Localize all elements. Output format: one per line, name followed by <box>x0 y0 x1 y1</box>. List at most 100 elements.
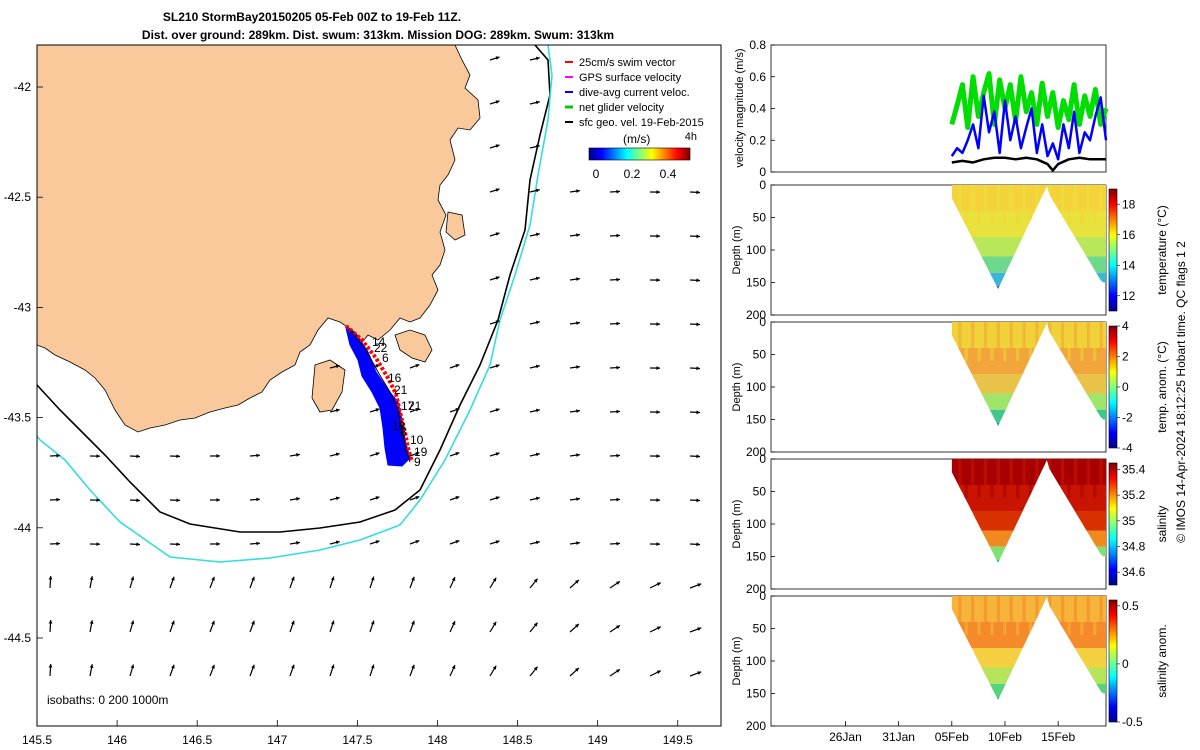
map-colorbar-tick-2: 0.4 <box>660 167 677 181</box>
current-arrow <box>129 620 135 633</box>
velocity-ytick-label: 0.4 <box>749 102 766 116</box>
heatmap-ytick-label: 100 <box>746 517 766 531</box>
current-arrow <box>49 453 61 458</box>
heatmap-ytick-label: 50 <box>753 211 767 225</box>
current-arrow <box>449 408 460 413</box>
current-arrow <box>289 497 300 501</box>
heatmap-ctick-label: 35.4 <box>1122 462 1146 476</box>
map-lon-tick-label: 146.5 <box>182 733 212 747</box>
velocity-ytick-label: 0.6 <box>749 70 766 84</box>
current-arrow <box>329 576 335 589</box>
current-arrow <box>249 497 261 502</box>
velocity-series <box>949 71 1109 172</box>
current-arrow <box>489 100 500 105</box>
current-arrow <box>489 232 500 237</box>
current-arrow <box>249 664 255 677</box>
current-arrow <box>529 188 540 193</box>
current-arrow <box>569 497 580 501</box>
footer-credit: © IMOS 14-Apr-2024 18:12:25 Hobart time.… <box>1174 241 1188 543</box>
current-arrow <box>649 582 662 589</box>
heatmap-colorbar-label: salinity anom. <box>1155 624 1169 697</box>
heatmap-ytick-label: 150 <box>746 550 766 564</box>
map-colorbar-title: (m/s) <box>623 132 650 146</box>
legend-label-swim: 25cm/s swim vector <box>579 57 676 69</box>
heatmap-ytick-label: 200 <box>746 582 766 596</box>
current-arrow <box>409 363 420 369</box>
velocity-series-2 <box>951 156 1106 172</box>
legend-item-net: net glider velocity <box>565 102 664 114</box>
current-arrow <box>529 496 540 501</box>
heatmap-panel-temp_anom: 0 50 100 150 200 Depth (m) -4 -2 0 2 4 temp. anom. … <box>731 315 1169 459</box>
legend-item-dive-avg: dive-avg current veloc. <box>565 87 690 99</box>
legend-item-sfc: sfc geo. vel. 19-Feb-2015 <box>565 117 704 129</box>
current-arrow <box>489 188 500 193</box>
current-arrow <box>489 144 500 149</box>
current-arrow <box>449 452 460 457</box>
current-arrow <box>209 454 221 458</box>
heatmap-ctick-label: 4 <box>1122 319 1129 333</box>
current-arrow <box>529 56 540 61</box>
current-arrow <box>609 541 621 546</box>
heatmap-ctick-label: -4 <box>1122 441 1133 455</box>
current-arrow <box>489 577 497 589</box>
map-colorbar-tick-1: 0.2 <box>624 167 641 181</box>
current-arrow <box>409 620 415 633</box>
heatmap-ytick-label: 150 <box>746 276 766 290</box>
heatmap-panel-sal_anom: 0 50 100 150 200 Depth (m) -0.5 0 0.5 salinity an… <box>731 589 1169 733</box>
current-arrow <box>249 620 255 633</box>
heatmap-ytick-label: 200 <box>746 719 766 733</box>
current-arrow <box>529 232 540 237</box>
heatmap-ytick-label: 50 <box>753 485 767 499</box>
current-arrow <box>569 409 580 413</box>
current-arrow <box>569 453 580 457</box>
map-lat-tick-label: -44 <box>14 521 32 535</box>
current-arrow <box>89 664 94 677</box>
current-arrow <box>289 664 295 677</box>
heatmap-axes <box>770 184 1107 316</box>
current-arrow <box>489 276 500 281</box>
land-tasman-peninsula <box>394 329 433 363</box>
current-arrow <box>329 364 340 369</box>
track-day-label: 16 <box>388 371 402 385</box>
geostrophic-arrow-field <box>48 56 702 677</box>
current-arrow <box>649 234 661 238</box>
map-lon-tick-label: 146 <box>107 733 127 747</box>
legend-label-net: net glider velocity <box>579 102 664 114</box>
map-lon-tick-label: 148.5 <box>503 733 533 747</box>
current-arrow <box>489 364 500 369</box>
current-arrow <box>649 626 662 633</box>
current-arrow <box>529 364 540 369</box>
current-arrow <box>649 498 661 502</box>
heatmap-ctick-label: 35 <box>1122 514 1136 528</box>
current-arrow <box>689 366 701 371</box>
track-day-label: 18 <box>392 419 406 433</box>
current-arrow <box>569 579 580 589</box>
heatmap-ctick-label: -2 <box>1122 411 1133 425</box>
track-day-label: 14 <box>372 335 386 349</box>
current-arrow <box>569 623 580 633</box>
heatmap-ctick-label: 0.5 <box>1122 599 1139 613</box>
current-arrow <box>529 276 540 281</box>
current-arrow <box>409 407 420 413</box>
current-arrow <box>489 56 500 61</box>
heatmap-ctick-label: 16 <box>1122 228 1136 242</box>
current-arrow <box>249 453 261 458</box>
current-arrow <box>289 453 300 457</box>
current-arrow <box>569 189 580 193</box>
current-arrow <box>649 410 661 414</box>
legend-item-swim: 25cm/s swim vector <box>565 57 676 69</box>
map-frame <box>36 44 722 727</box>
current-arrow <box>569 667 580 677</box>
current-arrow <box>529 578 538 589</box>
current-arrow <box>169 454 181 459</box>
current-arrow <box>569 233 580 237</box>
current-arrow <box>329 664 335 677</box>
current-arrow <box>689 322 701 327</box>
current-arrow <box>409 495 420 501</box>
current-arrow <box>609 321 621 326</box>
current-arrow <box>649 542 661 546</box>
heatmap-ctick-label: 12 <box>1122 289 1136 303</box>
current-arrow <box>489 496 500 501</box>
current-arrow <box>449 364 460 369</box>
